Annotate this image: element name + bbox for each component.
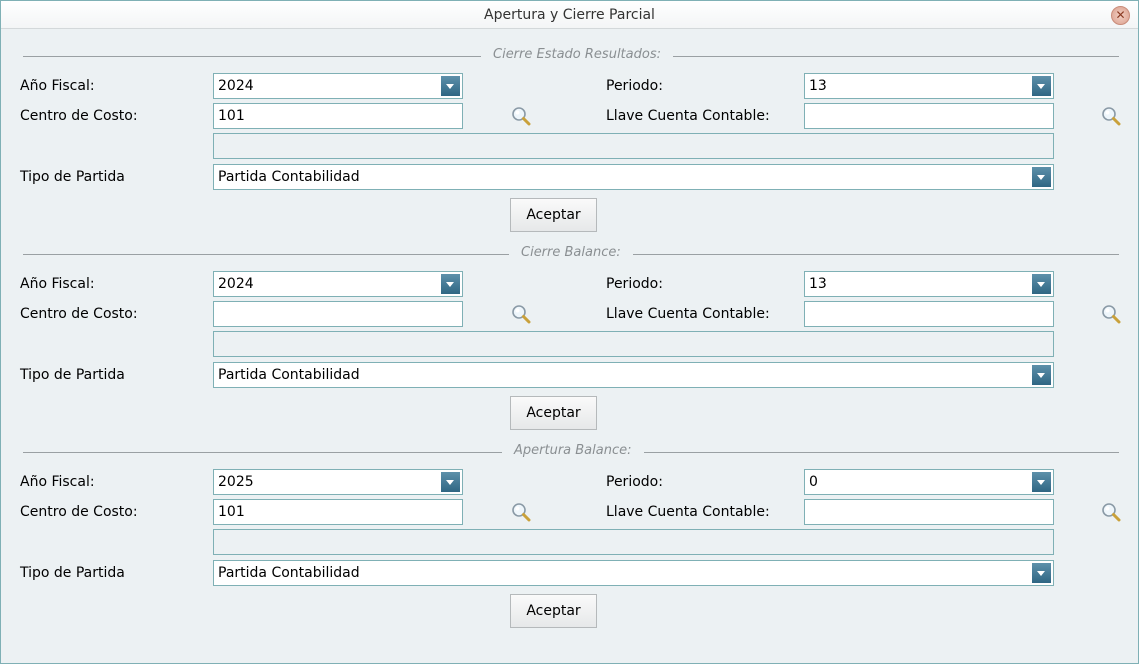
anio-fiscal-label: Año Fiscal: (20, 474, 95, 490)
anio-fiscal-label: Año Fiscal: (20, 78, 95, 94)
centro-costo-input[interactable] (213, 301, 463, 327)
llave-cuenta-label: Llave Cuenta Contable: (606, 504, 770, 520)
tipo-partida-select[interactable]: Partida Contabilidad (213, 560, 1054, 586)
descripcion-field (213, 133, 1054, 159)
anio-fiscal-value: 2024 (218, 276, 254, 292)
chevron-down-icon[interactable] (1032, 472, 1051, 492)
anio-fiscal-select[interactable]: 2024 (213, 271, 463, 297)
aceptar-button[interactable]: Aceptar (510, 594, 597, 628)
section-2: Apertura Balance: Año Fiscal: 2025 Perio… (1, 443, 1138, 650)
centro-costo-label: Centro de Costo: (20, 306, 138, 322)
anio-fiscal-select[interactable]: 2025 (213, 469, 463, 495)
centro-costo-label: Centro de Costo: (20, 504, 138, 520)
search-icon[interactable] (511, 502, 531, 522)
anio-fiscal-label: Año Fiscal: (20, 276, 95, 292)
window-title: Apertura y Cierre Parcial (484, 7, 655, 23)
anio-fiscal-value: 2025 (218, 474, 254, 490)
chevron-down-icon[interactable] (1032, 365, 1051, 385)
chevron-down-icon[interactable] (441, 274, 460, 294)
centro-costo-label: Centro de Costo: (20, 108, 138, 124)
llave-cuenta-input[interactable] (804, 301, 1054, 327)
search-icon[interactable] (1101, 106, 1121, 126)
section-legend: Apertura Balance: (502, 443, 644, 458)
aceptar-button[interactable]: Aceptar (510, 198, 597, 232)
search-icon[interactable] (1101, 502, 1121, 522)
llave-cuenta-label: Llave Cuenta Contable: (606, 306, 770, 322)
chevron-down-icon[interactable] (1032, 563, 1051, 583)
section-0: Cierre Estado Resultados: Año Fiscal: 20… (1, 47, 1138, 254)
chevron-down-icon[interactable] (1032, 274, 1051, 294)
tipo-partida-value: Partida Contabilidad (218, 169, 360, 185)
descripcion-field (213, 331, 1054, 357)
tipo-partida-select[interactable]: Partida Contabilidad (213, 362, 1054, 388)
tipo-partida-select[interactable]: Partida Contabilidad (213, 164, 1054, 190)
chevron-down-icon[interactable] (1032, 167, 1051, 187)
periodo-label: Periodo: (606, 276, 663, 292)
periodo-select[interactable]: 13 (804, 73, 1054, 99)
section-legend: Cierre Estado Resultados: (481, 47, 673, 62)
descripcion-field (213, 529, 1054, 555)
search-icon[interactable] (511, 304, 531, 324)
close-icon[interactable]: ✕ (1111, 6, 1130, 25)
search-icon[interactable] (511, 106, 531, 126)
centro-costo-input[interactable]: 101 (213, 103, 463, 129)
periodo-value: 13 (809, 276, 827, 292)
chevron-down-icon[interactable] (441, 76, 460, 96)
chevron-down-icon[interactable] (441, 472, 460, 492)
search-icon[interactable] (1101, 304, 1121, 324)
periodo-select[interactable]: 13 (804, 271, 1054, 297)
periodo-select[interactable]: 0 (804, 469, 1054, 495)
llave-cuenta-input[interactable] (804, 103, 1054, 129)
anio-fiscal-select[interactable]: 2024 (213, 73, 463, 99)
chevron-down-icon[interactable] (1032, 76, 1051, 96)
periodo-value: 13 (809, 78, 827, 94)
llave-cuenta-label: Llave Cuenta Contable: (606, 108, 770, 124)
centro-costo-input[interactable]: 101 (213, 499, 463, 525)
tipo-partida-label: Tipo de Partida (20, 169, 125, 185)
tipo-partida-label: Tipo de Partida (20, 367, 125, 383)
periodo-label: Periodo: (606, 474, 663, 490)
anio-fiscal-value: 2024 (218, 78, 254, 94)
llave-cuenta-input[interactable] (804, 499, 1054, 525)
tipo-partida-value: Partida Contabilidad (218, 367, 360, 383)
title-bar: Apertura y Cierre Parcial ✕ (1, 1, 1138, 29)
section-1: Cierre Balance: Año Fiscal: 2024 Periodo… (1, 245, 1138, 452)
aceptar-button[interactable]: Aceptar (510, 396, 597, 430)
tipo-partida-label: Tipo de Partida (20, 565, 125, 581)
periodo-label: Periodo: (606, 78, 663, 94)
periodo-value: 0 (809, 474, 818, 490)
tipo-partida-value: Partida Contabilidad (218, 565, 360, 581)
section-legend: Cierre Balance: (509, 245, 633, 260)
